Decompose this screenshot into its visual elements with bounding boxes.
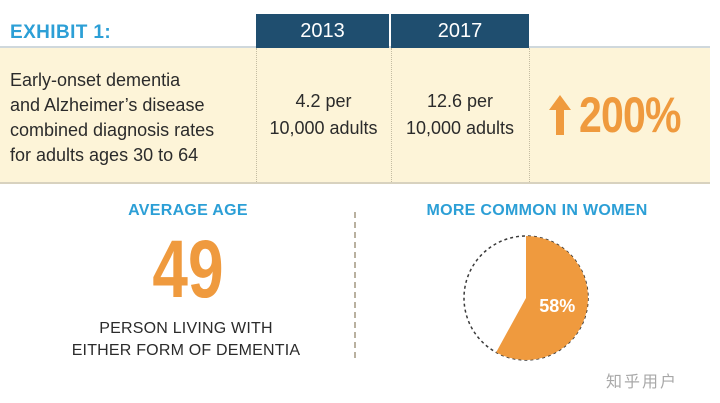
rate-2017-value: 12.6 per — [426, 91, 494, 111]
increase-value: 200% — [579, 87, 681, 143]
rate-2013: 4.2 per 10,000 adults — [256, 88, 391, 142]
exhibit-label: EXHIBIT 1: — [10, 22, 112, 43]
pie-slice-women — [496, 236, 588, 360]
rate-2017: 12.6 per 10,000 adults — [391, 88, 529, 142]
average-age-title: AVERAGE AGE — [128, 202, 248, 219]
increase-indicator: 200% — [549, 87, 703, 143]
caption-line: PERSON LIVING WITH — [99, 320, 273, 337]
row-label: Early-onset dementia and Alzheimer’s dis… — [10, 68, 250, 168]
caption-line: EITHER FORM OF DEMENTIA — [71, 342, 301, 359]
average-age-value: 49 — [152, 224, 224, 315]
average-age-caption: PERSON LIVING WITH EITHER FORM OF DEMENT… — [50, 318, 322, 362]
rate-2013-value: 4.2 per — [295, 91, 352, 111]
up-arrow-icon — [549, 95, 571, 135]
watermark: 知乎用户 — [606, 372, 679, 391]
pie-svg: 58% — [463, 235, 589, 361]
row-label-line: for adults ages 30 to 64 — [10, 145, 199, 165]
year-header-2017: 2017 — [391, 14, 529, 48]
row-label-line: Early-onset dementia — [10, 70, 181, 90]
rate-2013-unit: 10,000 adults — [269, 118, 378, 138]
section-divider — [354, 212, 356, 358]
rate-2017-unit: 10,000 adults — [405, 118, 515, 138]
diagnosis-rate-row: Early-onset dementia and Alzheimer’s dis… — [0, 48, 710, 184]
year-header-2013: 2013 — [256, 14, 389, 48]
women-pie-chart: 58% — [458, 230, 594, 366]
cell-divider — [529, 48, 530, 182]
cell-divider — [391, 48, 392, 182]
row-label-line: and Alzheimer’s disease — [10, 95, 205, 115]
women-title: MORE COMMON IN WOMEN — [426, 202, 648, 219]
row-label-line: combined diagnosis rates — [10, 120, 215, 140]
cell-divider — [256, 48, 257, 182]
pie-label-women: 58% — [539, 296, 575, 316]
